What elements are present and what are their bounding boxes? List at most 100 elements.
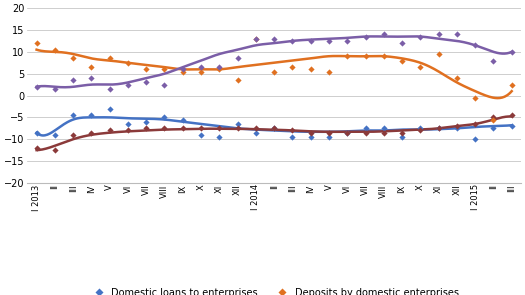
Point: [215, 67, 224, 72]
Point: [434, 126, 443, 131]
Point: [142, 126, 151, 131]
Point: [197, 126, 205, 131]
Point: [87, 76, 96, 81]
Point: [50, 87, 59, 91]
Point: [33, 130, 41, 135]
Point: [87, 130, 96, 135]
Point: [343, 54, 351, 59]
Point: [124, 122, 132, 126]
Point: [307, 130, 315, 135]
Point: [197, 69, 205, 74]
Point: [380, 130, 388, 135]
Point: [270, 36, 278, 41]
Point: [288, 128, 297, 133]
Point: [251, 130, 260, 135]
Point: [453, 76, 461, 81]
Point: [215, 135, 224, 140]
Point: [508, 124, 516, 128]
Point: [380, 54, 388, 59]
Legend: Domestic loans to enterprises, Domestic loans to households, Deposits by domesti: Domestic loans to enterprises, Domestic …: [85, 284, 463, 295]
Point: [106, 106, 114, 111]
Point: [197, 65, 205, 70]
Point: [33, 84, 41, 89]
Point: [325, 39, 333, 43]
Point: [471, 122, 479, 126]
Point: [69, 56, 77, 61]
Point: [434, 126, 443, 131]
Point: [416, 65, 425, 70]
Point: [325, 135, 333, 140]
Point: [234, 56, 242, 61]
Point: [489, 117, 498, 122]
Point: [106, 87, 114, 91]
Point: [361, 54, 370, 59]
Point: [398, 130, 406, 135]
Point: [160, 115, 169, 120]
Point: [33, 41, 41, 45]
Point: [251, 126, 260, 131]
Point: [416, 128, 425, 133]
Point: [307, 67, 315, 72]
Point: [142, 80, 151, 85]
Point: [307, 135, 315, 140]
Point: [270, 126, 278, 131]
Point: [343, 130, 351, 135]
Point: [178, 67, 187, 72]
Point: [398, 58, 406, 63]
Point: [69, 78, 77, 83]
Point: [471, 95, 479, 100]
Point: [453, 124, 461, 128]
Point: [124, 82, 132, 87]
Point: [87, 113, 96, 117]
Point: [160, 126, 169, 131]
Point: [325, 69, 333, 74]
Point: [142, 67, 151, 72]
Point: [343, 130, 351, 135]
Point: [325, 130, 333, 135]
Point: [416, 126, 425, 131]
Point: [307, 39, 315, 43]
Point: [489, 115, 498, 120]
Point: [178, 69, 187, 74]
Point: [142, 119, 151, 124]
Point: [69, 113, 77, 117]
Point: [270, 126, 278, 131]
Point: [215, 126, 224, 131]
Point: [270, 69, 278, 74]
Point: [251, 36, 260, 41]
Point: [160, 82, 169, 87]
Point: [471, 137, 479, 142]
Point: [215, 65, 224, 70]
Point: [361, 34, 370, 39]
Point: [87, 65, 96, 70]
Point: [234, 126, 242, 131]
Point: [234, 122, 242, 126]
Point: [343, 39, 351, 43]
Point: [434, 32, 443, 37]
Point: [33, 146, 41, 150]
Point: [160, 67, 169, 72]
Point: [234, 78, 242, 83]
Point: [251, 36, 260, 41]
Point: [106, 56, 114, 61]
Point: [453, 32, 461, 37]
Point: [197, 132, 205, 137]
Point: [361, 130, 370, 135]
Point: [508, 113, 516, 117]
Point: [489, 58, 498, 63]
Point: [416, 34, 425, 39]
Point: [453, 126, 461, 131]
Point: [398, 135, 406, 140]
Point: [50, 148, 59, 153]
Point: [288, 135, 297, 140]
Point: [69, 132, 77, 137]
Point: [398, 41, 406, 45]
Point: [380, 32, 388, 37]
Point: [361, 126, 370, 131]
Point: [288, 65, 297, 70]
Point: [508, 50, 516, 54]
Point: [489, 126, 498, 131]
Point: [124, 128, 132, 133]
Point: [106, 128, 114, 133]
Point: [178, 126, 187, 131]
